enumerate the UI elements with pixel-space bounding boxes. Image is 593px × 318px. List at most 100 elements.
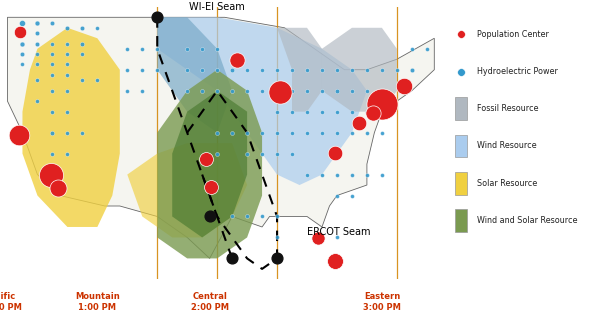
Point <box>78 78 87 83</box>
Point <box>272 109 282 114</box>
Point <box>287 67 296 72</box>
Point <box>201 156 211 161</box>
Point <box>243 67 252 72</box>
Point <box>123 67 132 72</box>
Point <box>399 84 409 89</box>
Point <box>78 41 87 46</box>
Point <box>347 130 356 135</box>
Point <box>18 41 27 46</box>
Point <box>287 151 296 156</box>
Point <box>332 109 342 114</box>
Point <box>15 30 25 35</box>
Point <box>212 130 222 135</box>
Point <box>53 186 63 191</box>
Point <box>377 102 387 107</box>
Point <box>317 235 327 240</box>
Text: Eastern
3:00 PM: Eastern 3:00 PM <box>363 292 401 312</box>
Point <box>422 46 432 51</box>
Point <box>138 67 147 72</box>
Text: Wind and Solar Resource: Wind and Solar Resource <box>477 216 577 225</box>
Point <box>362 109 372 114</box>
Point <box>377 130 387 135</box>
Polygon shape <box>157 17 232 133</box>
Point <box>347 193 356 198</box>
Point <box>18 52 27 57</box>
Point <box>93 78 102 83</box>
Point <box>272 235 282 240</box>
Polygon shape <box>322 28 397 112</box>
FancyBboxPatch shape <box>455 97 467 120</box>
Point <box>78 130 87 135</box>
Point <box>197 67 207 72</box>
Point <box>257 214 267 219</box>
Point <box>18 31 27 36</box>
Point <box>272 256 282 261</box>
Point <box>257 130 267 135</box>
Point <box>243 130 252 135</box>
Polygon shape <box>23 28 120 227</box>
Point <box>317 172 327 177</box>
Text: Central
2:00 PM: Central 2:00 PM <box>191 292 229 312</box>
Point <box>302 172 312 177</box>
Point <box>347 109 356 114</box>
Point <box>212 151 222 156</box>
Polygon shape <box>8 17 434 259</box>
Point <box>331 150 340 155</box>
Point <box>287 130 296 135</box>
Polygon shape <box>172 91 247 238</box>
Polygon shape <box>157 17 367 185</box>
Point <box>205 214 215 219</box>
Point <box>243 88 252 93</box>
Point <box>377 109 387 114</box>
Text: Wind Resource: Wind Resource <box>477 142 536 150</box>
Text: Mountain
1:00 PM: Mountain 1:00 PM <box>75 292 120 312</box>
Point <box>63 109 72 114</box>
Point <box>33 20 42 25</box>
Point <box>243 151 252 156</box>
Point <box>317 67 327 72</box>
Point <box>15 132 24 137</box>
Point <box>257 88 267 93</box>
Point <box>275 89 285 94</box>
Point <box>362 172 372 177</box>
Point <box>138 88 147 93</box>
Point <box>272 88 282 93</box>
Point <box>377 88 387 93</box>
Point <box>18 20 27 25</box>
Text: WI-EI Seam: WI-EI Seam <box>189 2 245 12</box>
Point <box>78 52 87 57</box>
Point <box>272 214 282 219</box>
Point <box>212 67 222 72</box>
Point <box>257 151 267 156</box>
Point <box>33 78 42 83</box>
Point <box>33 62 42 67</box>
Point <box>47 73 57 78</box>
Point <box>362 130 372 135</box>
Point <box>347 67 356 72</box>
Point <box>314 236 323 241</box>
Point <box>317 130 327 135</box>
Point <box>362 88 372 93</box>
Point <box>63 52 72 57</box>
Point <box>183 46 192 51</box>
Point <box>152 15 162 20</box>
Point <box>272 67 282 72</box>
Point <box>392 67 401 72</box>
FancyBboxPatch shape <box>455 135 467 157</box>
Text: Hydroelectric Power: Hydroelectric Power <box>477 67 557 76</box>
Point <box>457 32 466 37</box>
Text: Solar Resource: Solar Resource <box>477 179 537 188</box>
Point <box>47 151 57 156</box>
Point <box>123 46 132 51</box>
FancyBboxPatch shape <box>455 209 467 232</box>
Point <box>227 130 237 135</box>
Point <box>183 67 192 72</box>
Point <box>183 88 192 93</box>
Point <box>407 67 416 72</box>
Point <box>197 88 207 93</box>
Point <box>47 41 57 46</box>
Polygon shape <box>157 70 262 259</box>
Point <box>332 88 342 93</box>
Point <box>212 46 222 51</box>
Point <box>152 46 162 51</box>
